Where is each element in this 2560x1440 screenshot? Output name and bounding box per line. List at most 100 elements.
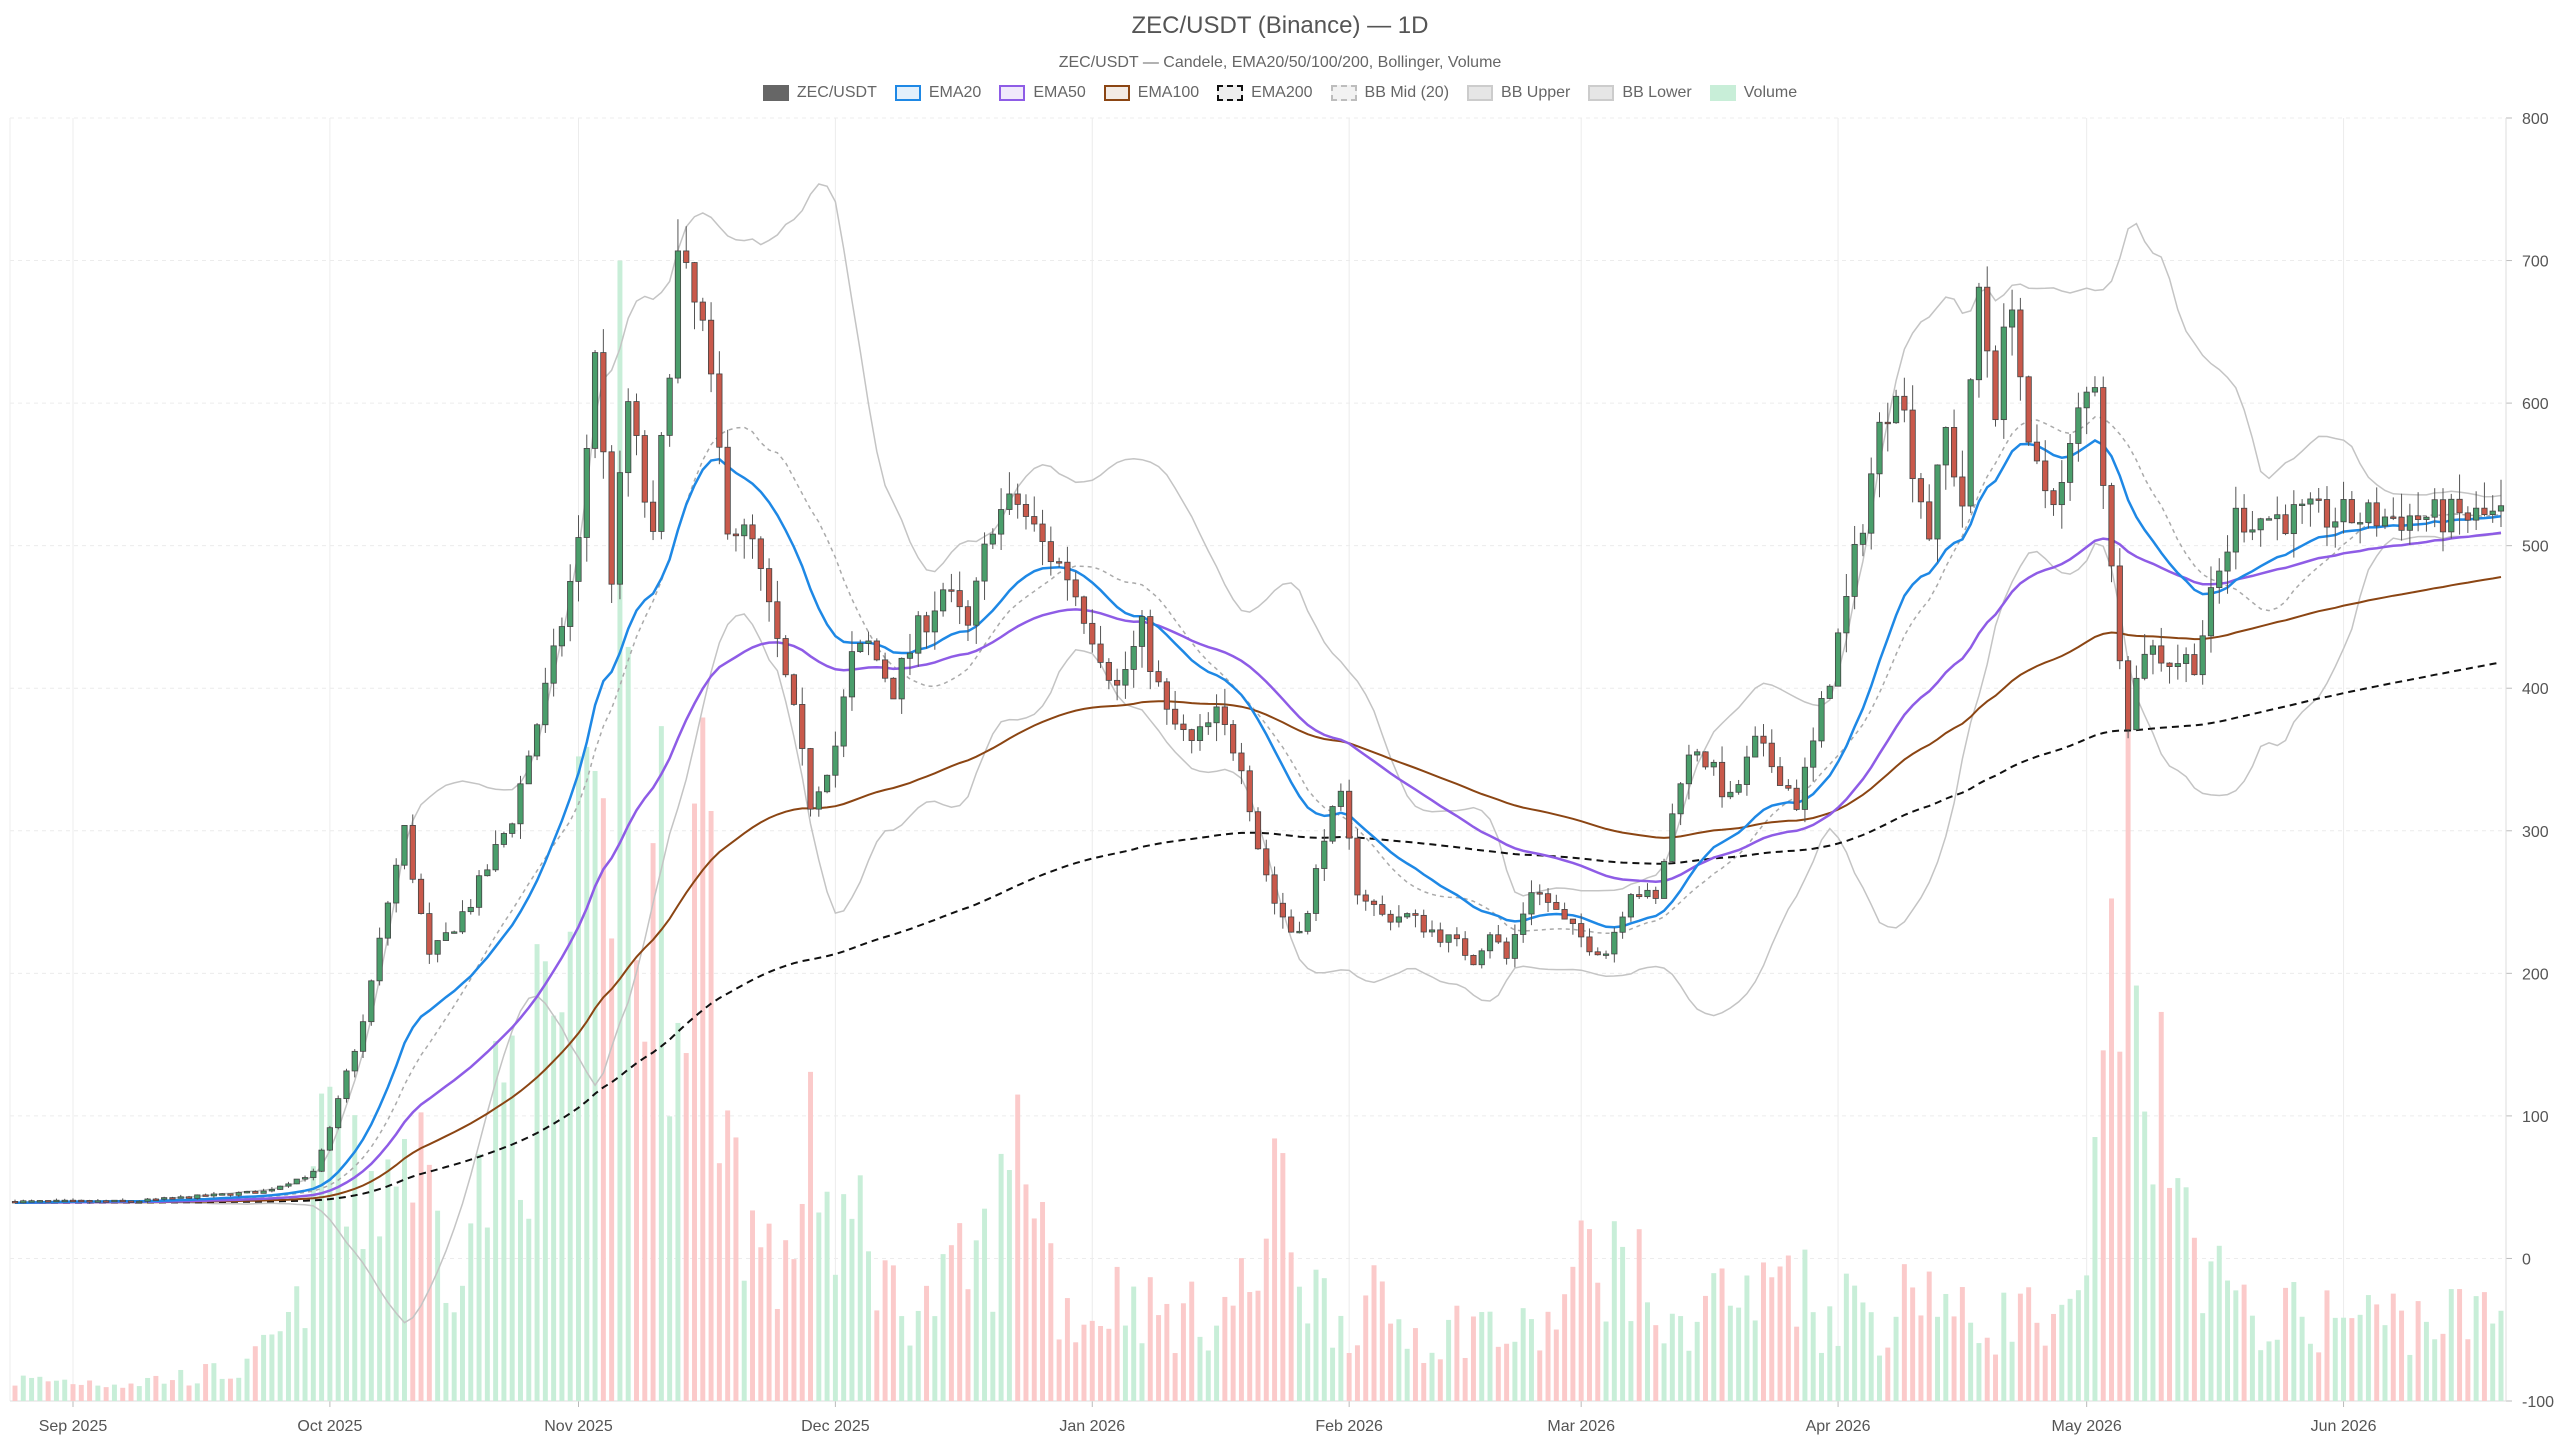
candle	[235, 1191, 242, 1197]
volume-bar	[824, 1191, 830, 1401]
candle-body	[840, 696, 847, 747]
volume-bars	[12, 260, 2504, 1401]
volume-bar	[2423, 1321, 2429, 1401]
volume-bar	[1562, 1294, 1568, 1401]
candle-body	[2282, 514, 2289, 535]
candle-body	[2265, 518, 2273, 521]
volume-bar	[327, 1086, 333, 1401]
candle	[1312, 864, 1320, 922]
candle	[94, 1198, 101, 1203]
candle	[277, 1185, 284, 1190]
candle-body	[1843, 596, 1850, 634]
candle-body	[600, 352, 607, 453]
candle-body	[865, 640, 872, 644]
volume-bar	[1197, 1336, 1203, 1401]
candle	[2174, 644, 2181, 680]
candle	[301, 1175, 309, 1182]
candle-body	[252, 1191, 259, 1194]
candle-body	[177, 1196, 184, 1199]
volume-bar	[766, 1223, 772, 1401]
candle-body	[1942, 426, 1949, 466]
candle	[1578, 913, 1585, 948]
volume-bar	[1968, 1322, 1974, 1401]
candle-body	[293, 1178, 300, 1185]
volume-bar	[1214, 1325, 1220, 1401]
candle	[625, 388, 632, 497]
legend-item[interactable]: EMA100	[1103, 84, 1199, 102]
candle	[2075, 392, 2082, 462]
candle	[1851, 525, 1858, 610]
candle-body	[45, 1200, 52, 1203]
candle-body	[1818, 698, 1825, 742]
candle	[2265, 516, 2273, 521]
chart-legend[interactable]: ZEC/USDT EMA20 EMA50 EMA100 EMA200 BB Mid (20…	[0, 84, 2560, 102]
legend-item[interactable]: EMA50	[999, 84, 1086, 102]
candle-body	[368, 980, 375, 1023]
candle-body	[964, 606, 972, 626]
candle-body	[1006, 493, 1013, 510]
volume-bar	[2374, 1304, 2380, 1401]
candle-body	[1122, 669, 1129, 686]
candle	[1420, 909, 1427, 938]
y-tick-label: 200	[2522, 966, 2549, 983]
candle	[1859, 524, 1867, 557]
volume-bar	[509, 1035, 515, 1401]
legend-item[interactable]: Volume	[1709, 84, 1797, 102]
candle	[898, 657, 905, 714]
candle	[1843, 573, 1850, 653]
candle-body	[484, 869, 491, 877]
candle	[890, 677, 897, 700]
candle-body	[136, 1200, 143, 1204]
candle	[434, 940, 441, 963]
ema100-line	[15, 576, 2502, 1204]
candle-body	[1984, 286, 1991, 352]
candle	[998, 488, 1005, 551]
candle	[2473, 491, 2480, 531]
candle-body	[61, 1199, 68, 1203]
legend-item[interactable]: BB Mid (20)	[1330, 84, 1449, 102]
volume-bar	[1926, 1271, 1932, 1401]
candle-body	[1901, 395, 1908, 411]
candle-body	[2315, 498, 2322, 501]
candle	[1511, 924, 1518, 968]
candle	[1834, 628, 1842, 687]
candle	[807, 747, 814, 817]
volume-bar	[2183, 1187, 2189, 1401]
candle-body	[1677, 783, 1684, 815]
candle-body	[442, 932, 449, 941]
candle-body	[931, 610, 938, 633]
candle-body	[2340, 499, 2347, 523]
legend-swatch	[1217, 85, 1244, 101]
candle-body	[451, 931, 458, 934]
candle-body	[376, 937, 383, 982]
candle-body	[1528, 892, 1535, 915]
volume-bar	[136, 1386, 142, 1401]
candle-body	[2274, 514, 2281, 520]
candle	[1967, 378, 1974, 514]
candle-body	[1569, 918, 1576, 924]
volume-bar	[526, 1218, 532, 1401]
candle	[409, 814, 416, 884]
volume-bar	[2490, 1323, 2496, 1401]
candle-body	[666, 377, 673, 436]
volume-bar	[352, 1115, 358, 1401]
legend-item[interactable]: EMA200	[1217, 84, 1313, 102]
legend-item[interactable]: BB Lower	[1588, 84, 1692, 102]
candle-body	[2216, 570, 2223, 589]
volume-bar	[377, 1236, 383, 1401]
candle	[2365, 499, 2372, 529]
legend-swatch	[1330, 85, 1357, 101]
volume-bar	[418, 1112, 424, 1401]
candle	[741, 518, 748, 559]
candle-body	[1404, 913, 1411, 918]
legend-item[interactable]: BB Upper	[1467, 84, 1570, 102]
candle-body	[882, 659, 889, 679]
legend-item[interactable]: EMA20	[894, 84, 981, 102]
x-tick-label: Jun 2026	[2311, 1418, 2377, 1435]
legend-item[interactable]: ZEC/USDT	[762, 84, 877, 102]
candle-body	[127, 1200, 135, 1203]
candle-body	[2199, 635, 2206, 676]
candle	[61, 1198, 68, 1203]
candle	[1611, 927, 1618, 963]
candle-body	[69, 1199, 77, 1203]
